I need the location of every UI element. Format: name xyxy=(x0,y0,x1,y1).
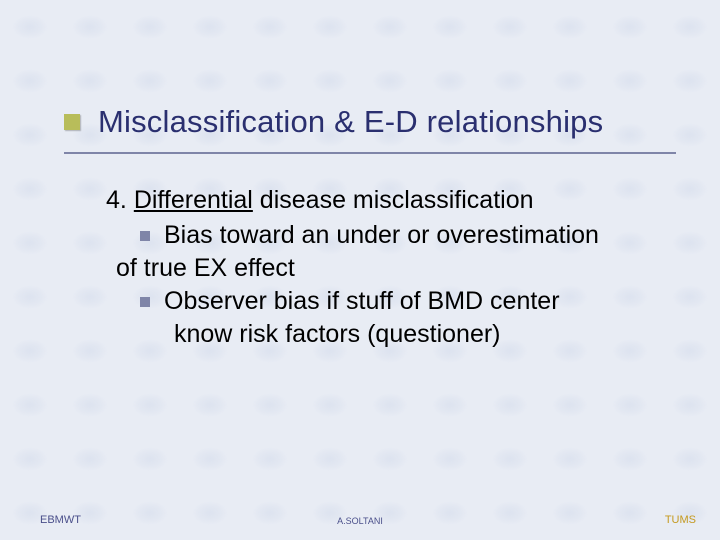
bullet1-line1: Bias toward an under or overestimation xyxy=(164,219,666,252)
bullet2-line1: Observer bias if stuff of BMD center xyxy=(164,285,666,318)
list-item: Bias toward an under or overestimation xyxy=(140,219,666,252)
footer-center: A.SOLTANI xyxy=(0,516,720,526)
list-heading: 4. Differential disease misclassificatio… xyxy=(106,184,666,217)
heading-underlined: Differential xyxy=(134,186,253,214)
title-underline-rule xyxy=(64,152,676,154)
list-item: Observer bias if stuff of BMD center xyxy=(140,285,666,318)
square-bullet-icon xyxy=(140,297,150,307)
heading-rest: disease misclassification xyxy=(253,186,534,214)
heading-number: 4. xyxy=(106,186,127,214)
slide-title: Misclassification & E-D relationships xyxy=(98,104,603,140)
footer-right: TUMS xyxy=(665,514,696,526)
bullet2-line2: know risk factors (questioner) xyxy=(174,318,666,351)
bullet1-line2: of true EX effect xyxy=(116,252,666,285)
square-bullet-icon xyxy=(140,231,150,241)
title-row: Misclassification & E-D relationships xyxy=(0,104,720,140)
slide: Misclassification & E-D relationships 4.… xyxy=(0,0,720,540)
title-accent-square xyxy=(64,114,80,130)
body-content: 4. Differential disease misclassificatio… xyxy=(106,184,666,351)
